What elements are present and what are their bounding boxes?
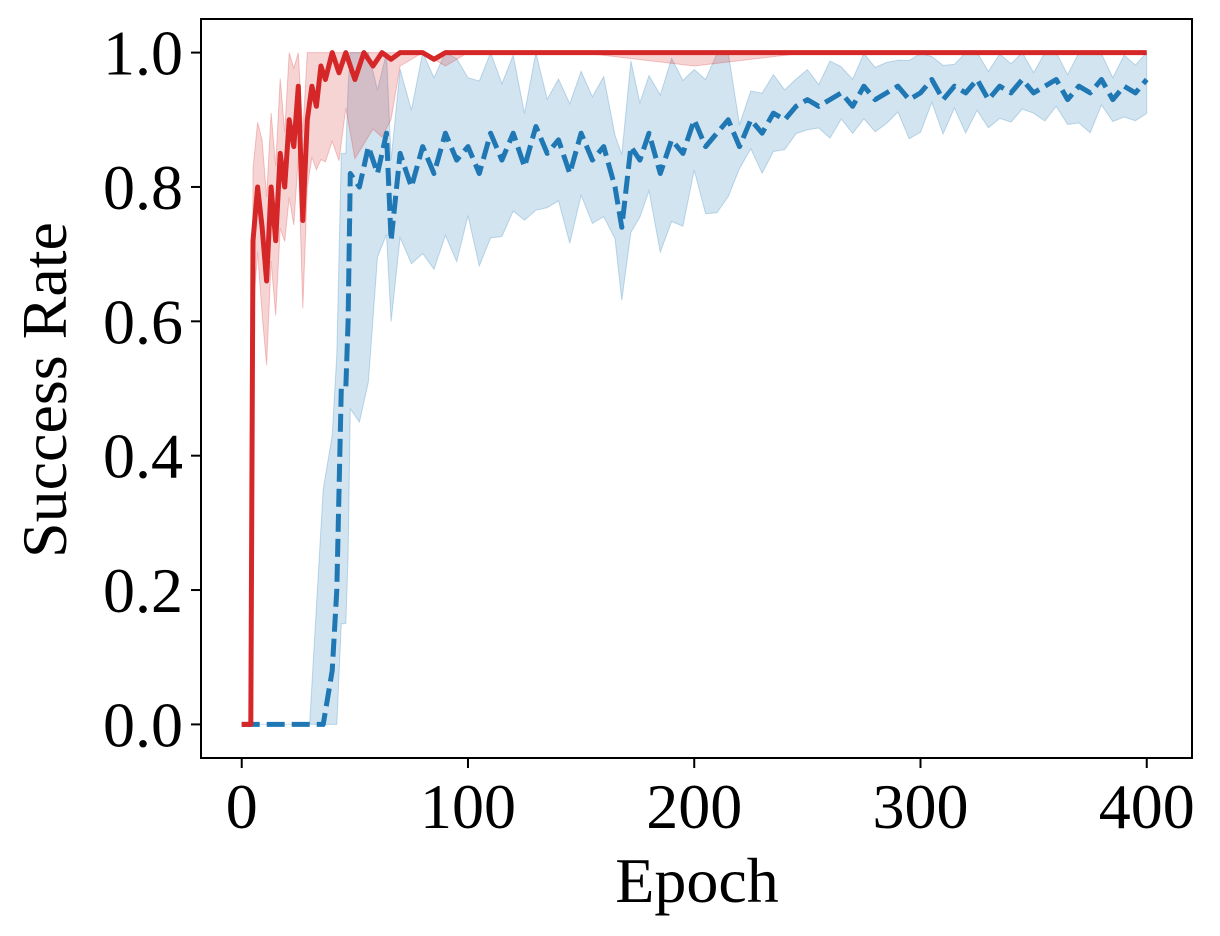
y-tick-label: 0.6 (103, 286, 183, 357)
x-tick-label: 200 (646, 771, 742, 842)
y-tick-label: 0.2 (103, 555, 183, 626)
confidence-bands (241, 50, 1148, 725)
axes: 0 100 200 300 400 0.0 0.2 0.4 0.6 0.8 1.0 (103, 18, 1195, 842)
y-axis-label: Success Rate (9, 222, 80, 558)
series-lines (241, 50, 1149, 727)
x-tick-label: 400 (1099, 771, 1195, 842)
y-tick-label: 1.0 (103, 18, 183, 89)
series-1-band (241, 50, 1148, 725)
y-tick-label: 0.0 (103, 689, 183, 760)
series-2-band (241, 52, 1147, 725)
plot-frame (200, 18, 1193, 759)
x-tick-label: 300 (872, 771, 968, 842)
x-tick-label: 100 (420, 771, 516, 842)
y-tick-label: 0.8 (103, 152, 183, 223)
series-1-line (241, 77, 1149, 727)
x-axis-label: Epoch (615, 845, 779, 916)
x-tick-label: 0 (226, 771, 258, 842)
y-tick-label: 0.4 (103, 421, 183, 492)
series-2-line (241, 50, 1147, 727)
